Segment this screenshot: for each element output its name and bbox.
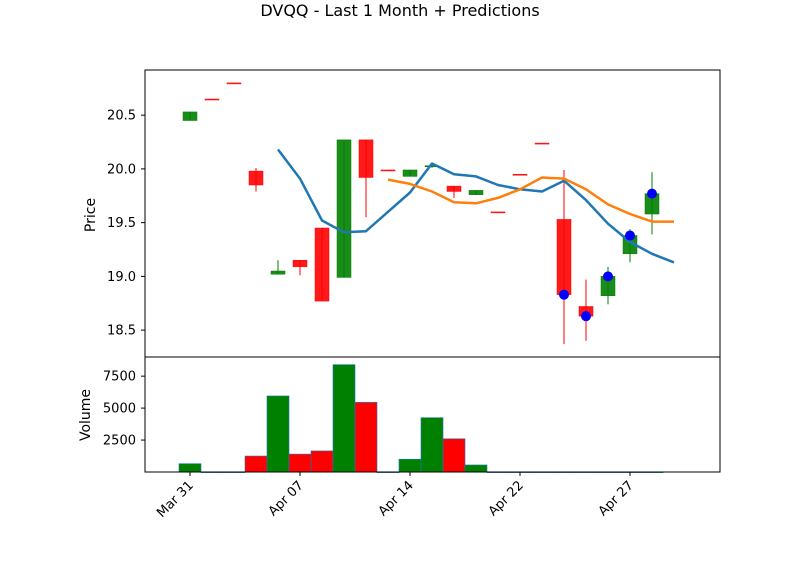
volume-bar: [354, 402, 378, 473]
candle-body: [556, 219, 572, 295]
volume-bar: [288, 453, 312, 473]
price-frame: [144, 69, 721, 358]
volume-bar: [178, 463, 202, 473]
series-line-2: [387, 176, 674, 223]
volume-bar: [266, 395, 290, 473]
candle-body: [490, 211, 506, 214]
prediction-point: [603, 271, 613, 282]
volume-bar: [398, 458, 422, 473]
chart-title: DVQQ - Last 1 Month + Predictions: [260, 1, 539, 20]
x-tick-label: Mar 31: [154, 478, 197, 521]
candle-body: [270, 270, 286, 275]
volume-tick-label: 2500: [103, 434, 136, 449]
volume-bar: [244, 455, 268, 473]
prediction-point: [625, 230, 635, 241]
candle-body: [468, 190, 484, 195]
price-panel: [182, 82, 675, 345]
candle-body: [182, 111, 198, 121]
volume-bar: [420, 417, 444, 473]
x-tick-label: Apr 22: [486, 478, 527, 519]
candle-body: [292, 260, 308, 267]
volume-bar: [442, 438, 466, 473]
prediction-point: [581, 311, 591, 322]
candle-body: [512, 174, 528, 176]
volume-bar: [464, 464, 488, 473]
x-tick-label: Apr 14: [376, 478, 417, 519]
candle-body: [248, 170, 264, 186]
candle-body: [446, 185, 462, 192]
prediction-point: [559, 289, 569, 300]
candle-body: [204, 98, 220, 101]
candle-body: [402, 169, 418, 177]
prediction-point: [647, 188, 657, 199]
volume-frame: [144, 356, 721, 473]
candle-body: [314, 227, 330, 302]
volume-bar: [310, 450, 334, 473]
price-tick-label: 19.0: [107, 270, 136, 285]
candle-body: [226, 82, 242, 85]
volume-tick-label: 5000: [103, 402, 136, 417]
candle-body: [336, 139, 352, 278]
volume-axis-label: Volume: [78, 389, 94, 441]
price-tick-label: 20.5: [107, 109, 136, 124]
candle-body: [534, 142, 550, 145]
series-line-1: [277, 148, 675, 264]
x-tick-label: Apr 07: [266, 478, 307, 519]
candle-body: [358, 139, 374, 178]
volume-tick-label: 7500: [103, 370, 136, 385]
price-tick-label: 19.5: [107, 216, 136, 231]
axes: Price Volume 18.5 19.0 19.5 20.0 20.5 2500 500…: [78, 69, 721, 521]
price-tick-label: 20.0: [107, 162, 136, 177]
volume-bar: [332, 364, 356, 473]
x-tick-label: Apr 27: [596, 478, 637, 519]
candle-body: [380, 169, 396, 172]
volume-panel: [178, 364, 664, 473]
price-tick-label: 18.5: [107, 324, 136, 339]
price-axis-label: Price: [83, 198, 99, 232]
